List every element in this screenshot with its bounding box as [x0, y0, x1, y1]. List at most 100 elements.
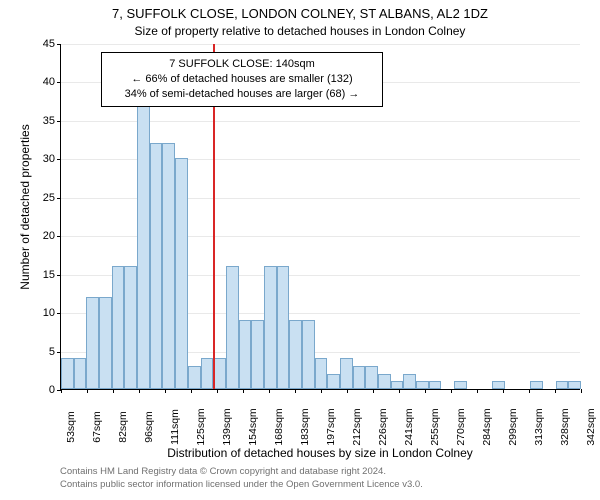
x-tick-mark — [113, 389, 114, 393]
histogram-bar — [188, 366, 201, 389]
x-tick-mark — [269, 389, 270, 393]
histogram-bar — [251, 320, 264, 389]
x-tick-mark — [61, 389, 62, 393]
x-tick-mark — [477, 389, 478, 393]
x-tick-mark — [347, 389, 348, 393]
y-tick-label: 5 — [49, 346, 61, 358]
histogram-bar — [264, 266, 277, 389]
histogram-bar — [74, 358, 87, 389]
y-tick-label: 15 — [43, 269, 61, 281]
histogram-bar — [492, 381, 505, 389]
x-tick-label: 212sqm — [347, 408, 363, 445]
histogram-bar — [429, 381, 442, 389]
y-tick-label: 35 — [43, 115, 61, 127]
footer-attribution: Contains HM Land Registry data © Crown c… — [60, 466, 423, 492]
x-tick-mark — [451, 389, 452, 393]
histogram-bar — [112, 266, 125, 389]
histogram-bar — [416, 381, 429, 389]
histogram-bar — [124, 266, 137, 389]
histogram-bar — [137, 105, 150, 389]
footer-line-2: Contains public sector information licen… — [60, 479, 423, 492]
x-tick-label: 270sqm — [451, 408, 467, 445]
y-tick-label: 30 — [43, 153, 61, 165]
x-tick-label: 125sqm — [191, 408, 207, 445]
histogram-bar — [556, 381, 569, 389]
histogram-bar — [277, 266, 290, 389]
histogram-bar — [403, 374, 416, 389]
histogram-bar — [391, 381, 404, 389]
x-tick-label: 154sqm — [243, 408, 259, 445]
x-tick-label: 197sqm — [321, 408, 337, 445]
y-tick-label: 20 — [43, 230, 61, 242]
histogram-bar — [315, 358, 328, 389]
x-tick-label: 67sqm — [87, 411, 103, 443]
annotation-line: ← 66% of detached houses are smaller (13… — [110, 72, 374, 87]
x-axis-title: Distribution of detached houses by size … — [60, 446, 580, 460]
histogram-bar — [568, 381, 581, 389]
histogram-bar — [175, 158, 188, 389]
y-tick-label: 45 — [43, 38, 61, 50]
x-tick-label: 82sqm — [113, 411, 129, 443]
x-tick-label: 342sqm — [581, 408, 597, 445]
annotation-box: 7 SUFFOLK CLOSE: 140sqm← 66% of detached… — [101, 52, 383, 107]
histogram-bar — [340, 358, 353, 389]
y-tick-label: 40 — [43, 76, 61, 88]
gridline — [61, 44, 580, 45]
x-tick-label: 226sqm — [373, 408, 389, 445]
chart-title: 7, SUFFOLK CLOSE, LONDON COLNEY, ST ALBA… — [0, 6, 600, 21]
x-tick-label: 299sqm — [503, 408, 519, 445]
chart-container: 7, SUFFOLK CLOSE, LONDON COLNEY, ST ALBA… — [0, 0, 600, 500]
x-tick-label: 313sqm — [529, 408, 545, 445]
annotation-line: 7 SUFFOLK CLOSE: 140sqm — [110, 57, 374, 72]
y-tick-label: 25 — [43, 192, 61, 204]
x-tick-label: 241sqm — [399, 408, 415, 445]
x-tick-label: 328sqm — [555, 408, 571, 445]
x-tick-mark — [87, 389, 88, 393]
y-axis-title: Number of detached properties — [18, 107, 32, 307]
histogram-bar — [378, 374, 391, 389]
x-tick-mark — [295, 389, 296, 393]
x-tick-label: 284sqm — [477, 408, 493, 445]
x-tick-mark — [373, 389, 374, 393]
x-tick-label: 96sqm — [139, 411, 155, 443]
histogram-bar — [201, 358, 214, 389]
histogram-bar — [162, 143, 175, 389]
histogram-bar — [86, 297, 99, 389]
x-tick-mark — [399, 389, 400, 393]
chart-subtitle: Size of property relative to detached ho… — [0, 24, 600, 38]
x-tick-label: 53sqm — [61, 411, 77, 443]
x-tick-mark — [321, 389, 322, 393]
x-tick-mark — [503, 389, 504, 393]
footer-line-1: Contains HM Land Registry data © Crown c… — [60, 466, 423, 479]
histogram-bar — [99, 297, 112, 389]
histogram-bar — [353, 366, 366, 389]
plot-area: 05101520253035404553sqm67sqm82sqm96sqm11… — [60, 44, 580, 390]
histogram-bar — [302, 320, 315, 389]
x-tick-mark — [555, 389, 556, 393]
x-tick-mark — [243, 389, 244, 393]
x-tick-mark — [425, 389, 426, 393]
histogram-bar — [289, 320, 302, 389]
histogram-bar — [226, 266, 239, 389]
annotation-line: 34% of semi-detached houses are larger (… — [110, 87, 374, 102]
x-tick-mark — [191, 389, 192, 393]
histogram-bar — [239, 320, 252, 389]
x-tick-mark — [139, 389, 140, 393]
x-tick-label: 111sqm — [165, 409, 181, 445]
histogram-bar — [61, 358, 74, 389]
histogram-bar — [327, 374, 340, 389]
y-tick-label: 0 — [49, 384, 61, 396]
histogram-bar — [454, 381, 467, 389]
histogram-bar — [150, 143, 163, 389]
x-tick-mark — [217, 389, 218, 393]
histogram-bar — [365, 366, 378, 389]
y-tick-label: 10 — [43, 307, 61, 319]
x-tick-label: 168sqm — [269, 408, 285, 445]
x-tick-mark — [529, 389, 530, 393]
x-tick-label: 183sqm — [295, 408, 311, 445]
x-tick-label: 255sqm — [425, 408, 441, 445]
x-tick-label: 139sqm — [217, 408, 233, 445]
x-tick-mark — [165, 389, 166, 393]
x-tick-mark — [581, 389, 582, 393]
histogram-bar — [530, 381, 543, 389]
